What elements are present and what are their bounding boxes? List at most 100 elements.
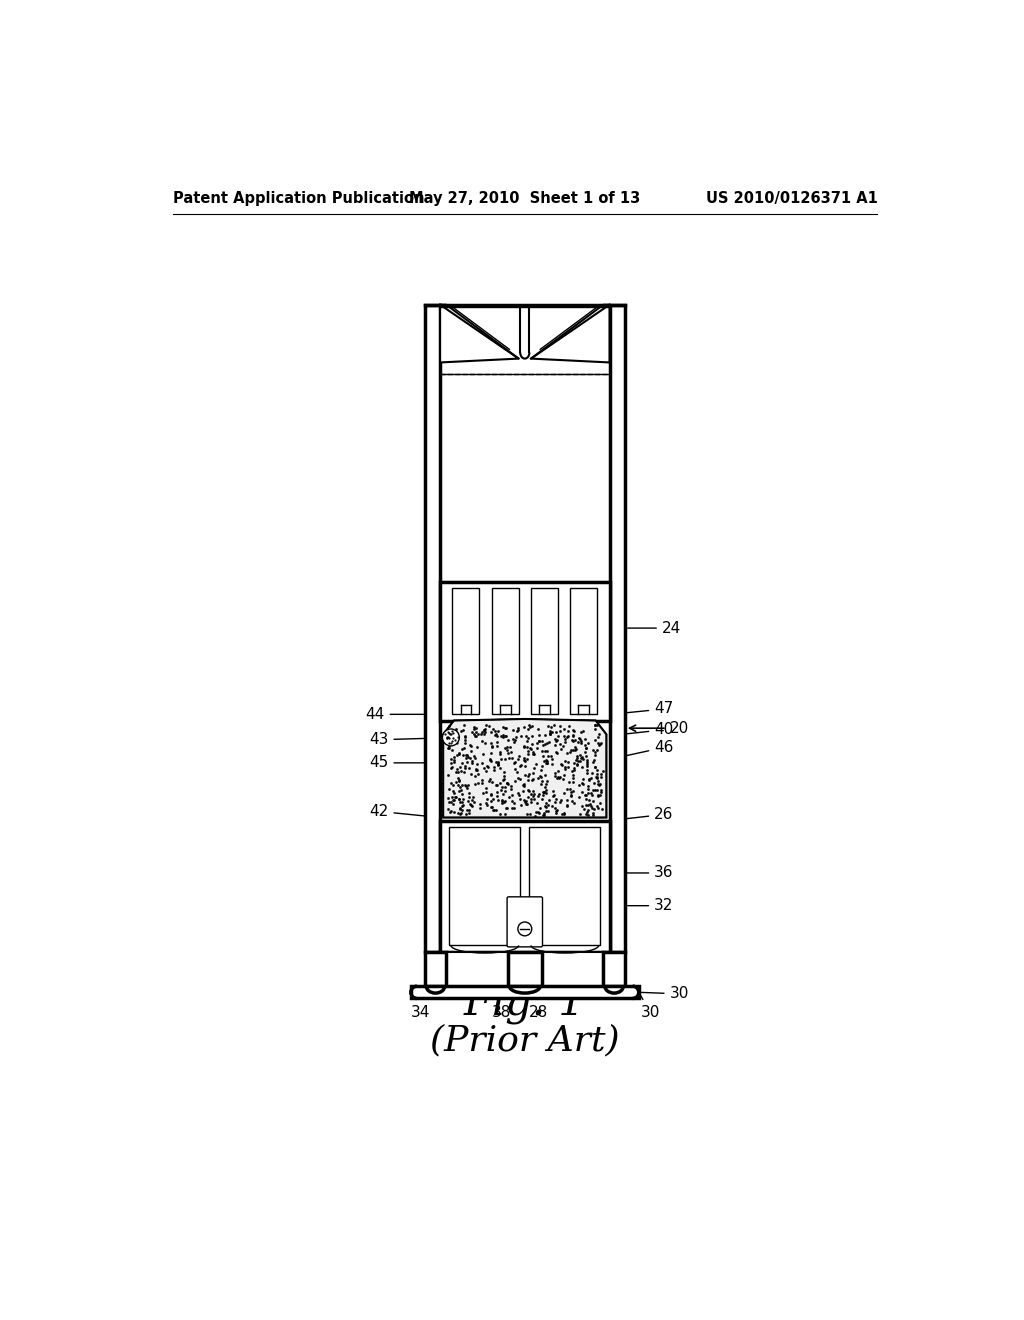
Point [464,752,480,774]
Point [478,792,495,813]
Point [451,788,467,809]
Point [515,774,531,795]
Point [476,718,493,739]
Point [520,727,537,748]
Point [587,715,603,737]
Point [535,781,551,803]
Point [457,733,473,754]
Point [489,719,506,741]
Point [564,768,581,789]
Point [446,722,463,743]
Point [467,774,483,795]
Point [579,751,595,772]
Polygon shape [443,719,606,817]
Point [537,796,553,817]
Bar [542,952,603,986]
Bar [511,899,539,942]
Point [454,752,470,774]
Point [531,766,548,787]
Point [532,759,549,780]
Point [564,730,581,751]
Point [566,792,583,813]
Point [444,727,461,748]
Point [450,767,466,788]
Point [544,744,560,766]
Bar [425,305,440,952]
Point [540,733,556,754]
Point [565,760,582,781]
Point [523,784,540,805]
Point [583,793,599,814]
Point [579,754,595,775]
Point [472,723,488,744]
Point [489,754,506,775]
Text: 46: 46 [613,741,674,759]
Point [443,725,460,746]
Text: US 2010/0126371 A1: US 2010/0126371 A1 [706,191,878,206]
Point [587,730,603,751]
Point [479,756,496,777]
Point [501,747,517,768]
Point [442,791,459,812]
Point [562,781,579,803]
Point [453,797,469,818]
Point [477,714,494,735]
Point [592,792,608,813]
Point [560,721,577,742]
Point [441,792,458,813]
Point [592,779,608,800]
Point [571,751,588,772]
Point [544,748,560,770]
Bar [603,952,625,986]
Text: 42: 42 [370,804,437,818]
Point [503,776,519,797]
Bar [411,986,639,998]
Point [572,721,589,742]
Point [522,738,539,759]
Point [439,764,456,785]
Point [590,784,606,805]
Point [496,762,512,783]
Point [548,730,564,751]
Point [545,785,561,807]
Point [515,747,531,768]
Point [564,719,581,741]
Point [480,756,497,777]
Point [487,751,504,772]
Point [482,796,499,817]
Point [556,726,572,747]
Point [464,751,480,772]
Point [506,793,522,814]
Point [592,733,608,754]
Point [552,715,568,737]
Point [451,788,467,809]
Point [459,777,475,799]
Point [494,789,510,810]
Point [562,742,579,763]
Point [500,774,516,795]
Bar [446,952,508,986]
Point [564,764,581,785]
Point [587,780,603,801]
Point [547,791,563,812]
Point [530,801,547,822]
Point [466,792,482,813]
Point [589,796,605,817]
Point [474,743,490,764]
Point [499,737,515,758]
Point [462,748,478,770]
Point [479,789,496,810]
Point [445,746,462,767]
Point [502,737,518,758]
Point [453,721,469,742]
Point [547,735,563,756]
Point [571,787,588,808]
Point [440,787,457,808]
Point [580,733,596,754]
Point [556,731,572,752]
Point [466,747,482,768]
Point [540,752,556,774]
Point [593,766,609,787]
Text: May 27, 2010  Sheet 1 of 13: May 27, 2010 Sheet 1 of 13 [410,191,640,206]
Point [487,775,504,796]
